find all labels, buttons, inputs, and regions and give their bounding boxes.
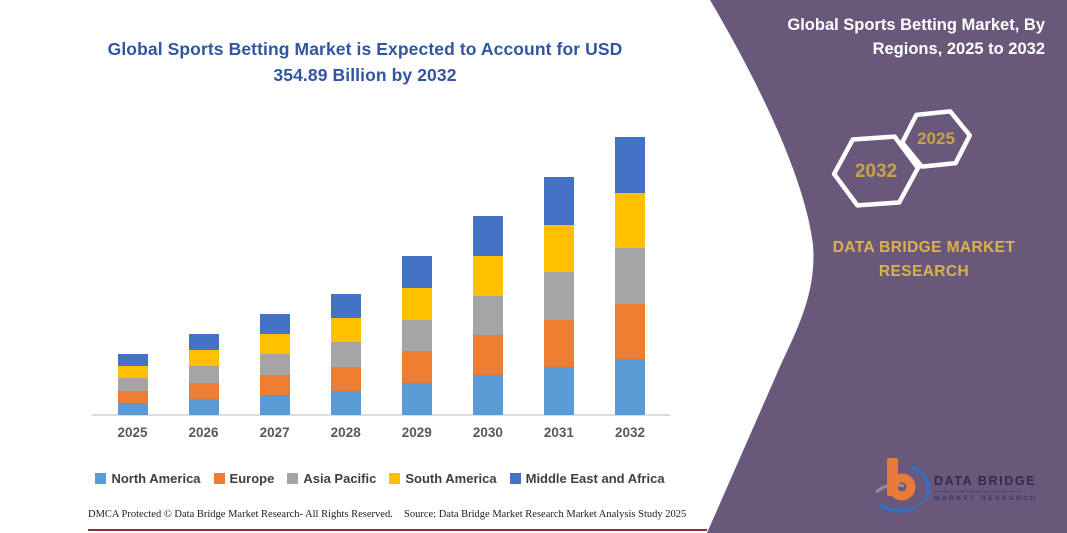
bar-segment-north-america[interactable] [117,402,148,415]
bar-segment-south-america[interactable] [117,366,148,379]
legend-item-asia-pacific[interactable]: Asia Pacific [287,471,376,486]
bar-segment-middle-east-and-africa[interactable] [543,177,574,225]
x-axis-label-2029: 2029 [401,425,432,440]
bar-segment-asia-pacific[interactable] [543,272,574,320]
bar-segment-south-america[interactable] [401,287,432,320]
x-axis-label-2027: 2027 [259,425,290,440]
legend-swatch-icon [95,473,107,484]
x-axis-label-2030: 2030 [472,425,503,440]
bar-segment-north-america[interactable] [188,398,219,415]
legend-item-south-america[interactable]: South America [389,471,497,486]
dmca-notice: DMCA Protected © Data Bridge Market Rese… [88,509,393,520]
bar-segment-north-america[interactable] [401,383,432,415]
legend-label: Middle East and Africa [525,471,665,486]
stacked-bar-2031[interactable] [543,177,574,415]
legend-item-europe[interactable]: Europe [213,471,275,486]
bar-segment-north-america[interactable] [330,390,361,415]
logo-name: DATA BRIDGE [934,474,1034,492]
bar-segment-south-america[interactable] [472,255,503,296]
bar-segment-middle-east-and-africa[interactable] [330,294,361,319]
stacked-bar-2032[interactable] [614,137,645,415]
stacked-bar-2025[interactable] [117,354,148,415]
bar-segment-asia-pacific[interactable] [330,342,361,367]
data-bridge-logo: DATA BRIDGE MARKET RESEARCH [874,452,1038,524]
bar-segment-middle-east-and-africa[interactable] [401,256,432,288]
stacked-bar-2026[interactable] [188,334,219,415]
logo-text-block: DATA BRIDGE MARKET RESEARCH [934,474,1038,502]
bar-segment-europe[interactable] [188,382,219,399]
stacked-bar-2030[interactable] [472,216,503,415]
bar-segment-europe[interactable] [401,351,432,384]
bar-segment-europe[interactable] [472,335,503,376]
legend-item-north-america[interactable]: North America [95,471,201,486]
x-axis-label-2025: 2025 [117,425,148,440]
brand-wordmark: DATA BRIDGE MARKET RESEARCH [832,239,1016,280]
legend-label: Europe [229,471,275,486]
bar-segment-south-america[interactable] [330,318,361,343]
chart-title-line1: Global Sports Betting Market is Expected… [107,39,623,59]
bar-segment-middle-east-and-africa[interactable] [188,334,219,351]
x-axis-label-2032: 2032 [614,425,645,440]
panel-title: Global Sports Betting Market, By Regions… [787,16,1045,58]
chart-title-line2: 354.89 Billion by 2032 [273,65,457,85]
bar-segment-north-america[interactable] [472,375,503,415]
source-note: Source: Data Bridge Market Research Mark… [404,509,687,520]
x-axis-line [92,414,670,416]
legend-swatch-icon [213,473,225,484]
legend-swatch-icon [287,473,299,484]
x-axis-label-2031: 2031 [543,425,574,440]
hexagon-back-outline [831,134,921,208]
bar-segment-asia-pacific[interactable] [472,295,503,336]
hexagons-graphic [831,109,973,208]
bar-segment-asia-pacific[interactable] [614,248,645,304]
chart-legend: North America Europe Asia Pacific South Ame… [80,471,680,486]
legend-label: Asia Pacific [303,471,377,486]
stacked-bar-2028[interactable] [330,294,361,415]
bar-segment-south-america[interactable] [543,224,574,273]
bar-segment-europe[interactable] [614,303,645,360]
bar-segment-asia-pacific[interactable] [188,366,219,383]
hexagon-year-2025: 2025 [917,129,955,148]
bar-segment-middle-east-and-africa[interactable] [259,314,290,335]
bar-segment-asia-pacific[interactable] [259,354,290,375]
logo-subtitle: MARKET RESEARCH [934,495,1038,502]
bar-segment-middle-east-and-africa[interactable] [472,216,503,256]
legend-swatch-icon [509,473,521,484]
legend-label: South America [405,471,497,486]
bar-segment-north-america[interactable] [543,367,574,415]
chart-title: Global Sports Betting Market is Expected… [90,36,640,88]
x-axis-label-2028: 2028 [330,425,361,440]
bar-segment-europe[interactable] [543,319,574,368]
x-axis-label-2026: 2026 [188,425,219,440]
hexagon-front-outline [899,109,973,169]
legend-swatch-icon [389,473,401,484]
bar-segment-south-america[interactable] [259,334,290,355]
bar-segment-europe[interactable] [259,374,290,395]
stacked-bar-2029[interactable] [401,256,432,415]
bar-segment-middle-east-and-africa[interactable] [117,354,148,367]
bar-segment-middle-east-and-africa[interactable] [614,137,645,193]
legend-label: North America [111,471,201,486]
bar-segment-asia-pacific[interactable] [401,319,432,352]
bar-segment-asia-pacific[interactable] [117,378,148,391]
bar-segment-south-america[interactable] [188,350,219,367]
bar-segment-europe[interactable] [330,366,361,391]
hexagon-year-2032: 2032 [854,161,898,182]
bar-segment-north-america[interactable] [259,394,290,415]
legend-item-middle-east-and-africa[interactable]: Middle East and Africa [509,471,665,486]
stacked-bar-2027[interactable] [259,314,290,415]
bottom-divider-line [88,529,707,531]
bar-segment-south-america[interactable] [614,192,645,249]
logo-b-swoosh-icon [875,458,931,514]
bar-segment-europe[interactable] [117,390,148,403]
bar-segment-north-america[interactable] [614,359,645,415]
